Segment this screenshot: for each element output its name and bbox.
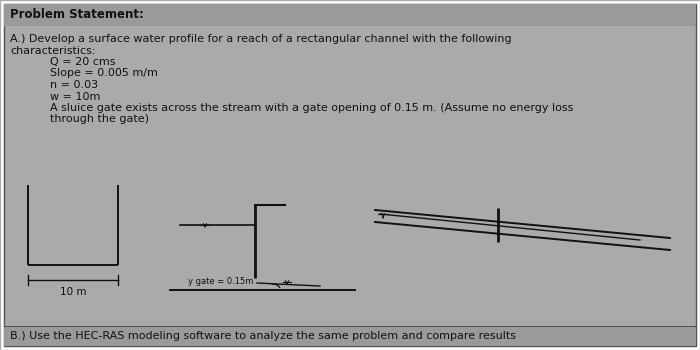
Text: B.) Use the HEC-RAS modeling software to analyze the same problem and compare re: B.) Use the HEC-RAS modeling software to… — [10, 331, 516, 341]
Text: through the gate): through the gate) — [50, 114, 149, 125]
Text: y gate = 0.15m: y gate = 0.15m — [188, 277, 253, 286]
Text: n = 0.03: n = 0.03 — [50, 80, 98, 90]
Text: A sluice gate exists across the stream with a gate opening of 0.15 m. (Assume no: A sluice gate exists across the stream w… — [50, 103, 573, 113]
Text: characteristics:: characteristics: — [10, 46, 95, 56]
Text: A.) Develop a surface water profile for a reach of a rectangular channel with th: A.) Develop a surface water profile for … — [10, 34, 512, 44]
Text: w = 10m: w = 10m — [50, 91, 100, 102]
Bar — [4, 326, 696, 346]
Text: 10 m: 10 m — [60, 287, 86, 297]
Bar — [4, 4, 696, 26]
Text: Q = 20 cms: Q = 20 cms — [50, 57, 116, 67]
Text: Problem Statement:: Problem Statement: — [10, 8, 144, 21]
Text: Slope = 0.005 m/m: Slope = 0.005 m/m — [50, 69, 158, 78]
